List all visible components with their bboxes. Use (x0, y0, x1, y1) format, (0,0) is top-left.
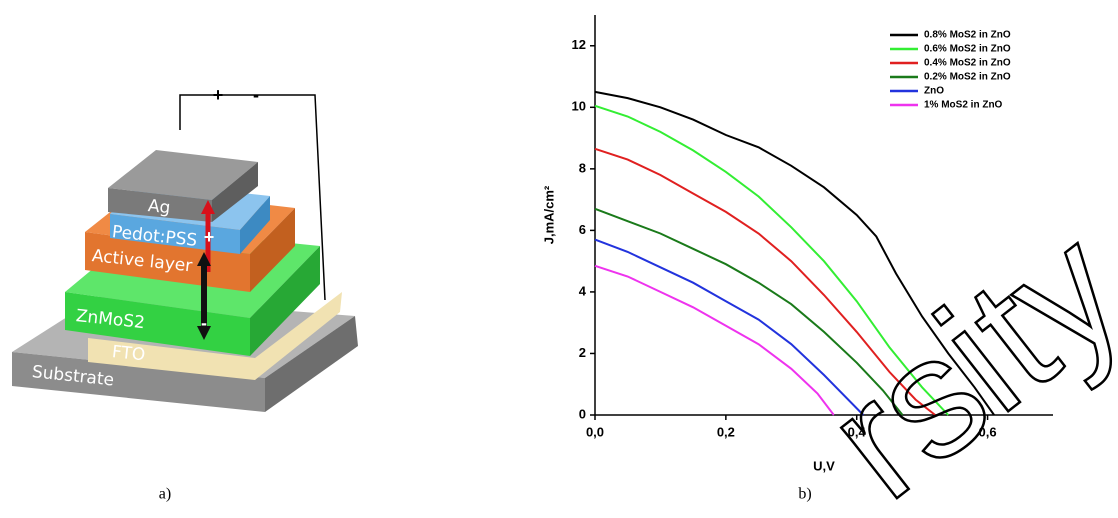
y-tick-label: 2 (579, 345, 586, 360)
line-series (594, 90, 995, 416)
ag-top (108, 150, 258, 200)
legend-label: ZnO (924, 86, 944, 97)
wire (179, 94, 326, 301)
znmos2-front (65, 292, 250, 356)
active-side (250, 208, 295, 292)
charge-sign: + (204, 227, 215, 247)
y-tick-label: 0 (579, 406, 586, 421)
pedot-side (240, 196, 270, 254)
y-tick-label: 8 (579, 160, 586, 175)
device-diagram: + - Substrate FTO ZnMoS2 Active layer Pe… (12, 85, 358, 412)
substrate-front (12, 352, 265, 412)
arrow-head (197, 326, 211, 340)
fto (88, 292, 342, 380)
line-series (594, 238, 865, 416)
x-tick-label: 0,6 (979, 424, 997, 439)
line-series (594, 207, 904, 416)
legend-label: 0.2% MoS2 in ZnO (924, 72, 1011, 83)
line-series (594, 104, 950, 416)
ag-side (212, 162, 258, 222)
active-front (85, 232, 250, 292)
polarity-minus: - (253, 85, 259, 105)
watermark: rsity (793, 193, 1118, 518)
layer-label: FTO (111, 342, 146, 365)
y-axis-label: J,mA/cm² (541, 185, 556, 244)
polarity-plus: + (213, 85, 224, 105)
legend-label: 0.8% MoS2 in ZnO (924, 30, 1011, 41)
x-tick-label: 0,0 (586, 424, 604, 439)
layer-label: Ag (147, 196, 171, 218)
line-series (594, 147, 936, 416)
substrate-side (265, 316, 358, 412)
x-axis-label: U,V (813, 458, 835, 473)
chart: 0 2 4 6 8 10 12 0,0 0,2 0,4 0,6 U,V J,mA/cm² 0.8% MoS… (541, 15, 1053, 473)
y-tick-label: 10 (572, 99, 586, 114)
arrow-head (201, 200, 215, 214)
caption: b) (798, 486, 811, 503)
legend-label: 0.6% MoS2 in ZnO (924, 44, 1011, 55)
y-tick-label: 6 (579, 222, 586, 237)
line-series (594, 264, 835, 416)
arrow-head (197, 252, 211, 266)
legend-label: 0.4% MoS2 in ZnO (924, 58, 1011, 69)
y-tick-label: 4 (579, 283, 587, 298)
charge-sign: - (201, 313, 207, 333)
ag-front (108, 188, 212, 222)
caption: a) (159, 486, 171, 503)
x-tick-label: 0,2 (717, 424, 735, 439)
legend-label: 1% MoS2 in ZnO (924, 100, 1003, 111)
znmos2-side (250, 246, 320, 356)
y-tick-label: 12 (572, 37, 586, 52)
x-tick-label: 0,4 (848, 424, 867, 439)
